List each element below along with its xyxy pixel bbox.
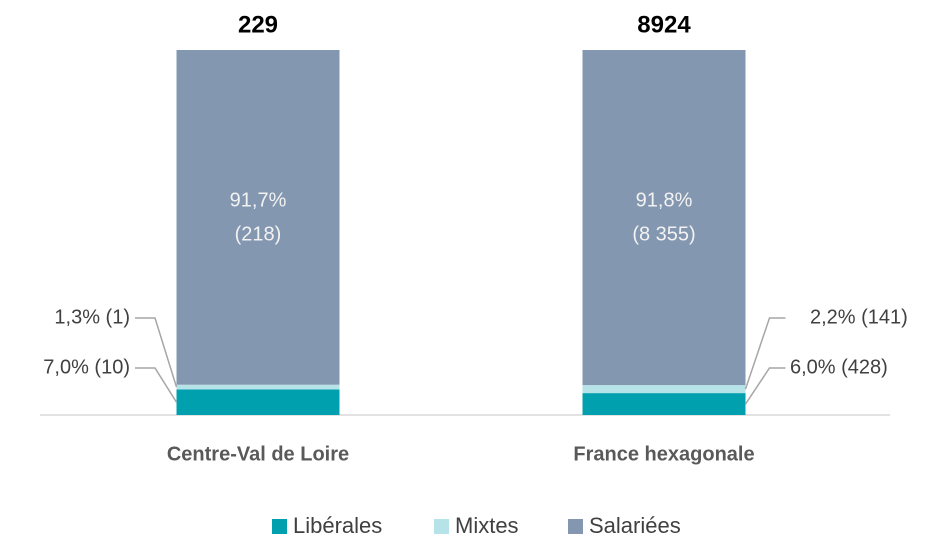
value-label: 1,3% (1) xyxy=(54,306,130,328)
bar-segment xyxy=(582,50,746,386)
legend-swatch xyxy=(434,519,449,534)
legend-label: Mixtes xyxy=(455,513,519,538)
value-label: 6,0% (428) xyxy=(790,356,888,378)
legend-swatch xyxy=(568,519,583,534)
bar-segment xyxy=(176,389,340,415)
bar-segment xyxy=(176,50,340,385)
legend-swatch xyxy=(272,519,287,534)
bar-segment xyxy=(176,384,340,390)
leader-line xyxy=(135,367,178,403)
bar-segment xyxy=(582,393,746,415)
total-label: 229 xyxy=(238,11,278,38)
leader-line xyxy=(744,317,786,390)
leader-line xyxy=(744,367,786,405)
bar-segment xyxy=(582,385,746,394)
legend-label: Salariées xyxy=(589,513,681,538)
value-label: 91,8% (8 355) xyxy=(632,190,695,246)
total-label: 8924 xyxy=(637,11,691,38)
x-tick-label: France hexagonale xyxy=(573,443,754,465)
value-label: 91,7% (218) xyxy=(230,190,287,246)
legend-label: Libérales xyxy=(293,513,382,538)
value-label: 2,2% (141) xyxy=(810,306,908,328)
x-tick-label: Centre-Val de Loire xyxy=(167,443,349,465)
value-label: 7,0% (10) xyxy=(43,356,130,378)
leader-line xyxy=(135,317,178,388)
